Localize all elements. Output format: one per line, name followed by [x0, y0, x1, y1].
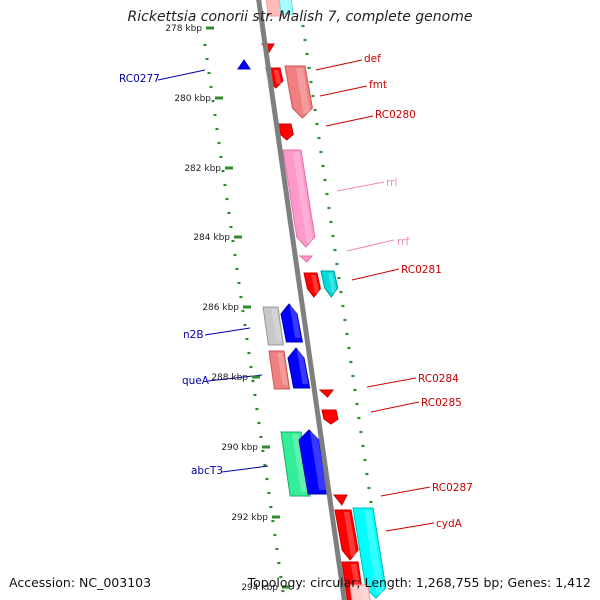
feature-highlight — [296, 68, 311, 114]
kbp-label: 290 kbp — [221, 443, 258, 453]
label-leader-line — [385, 522, 435, 532]
label-leader-line — [370, 401, 420, 413]
gene-label: def — [364, 53, 381, 65]
kbp-label: 288 kbp — [211, 373, 248, 383]
label-leader-line — [157, 69, 206, 81]
gene-feature — [303, 272, 321, 298]
gene-label: RC0280 — [375, 109, 416, 121]
feature-highlight — [343, 512, 357, 556]
feature-highlight — [328, 273, 337, 293]
gene-label: RC0284 — [418, 373, 459, 385]
label-leader-line — [346, 239, 395, 252]
gene-feature — [321, 409, 339, 425]
gene-feature — [262, 306, 284, 346]
gene-label: n2B — [183, 329, 204, 341]
accession-label: Accession: NC_003103 — [9, 575, 152, 590]
gene-feature — [287, 347, 311, 389]
feature-highlight — [289, 306, 301, 338]
kbp-scale: 278 kbp 280 kbp 282 kbp 284 kbp 286 kbp 288 k… — [165, 24, 290, 593]
gene-feature — [278, 0, 294, 15]
kbp-label: 282 kbp — [184, 164, 221, 174]
feature-highlight — [364, 510, 384, 594]
gene-label: RC0287 — [432, 482, 473, 494]
map-title: Rickettsia conorii str. Malish 7, comple… — [127, 9, 473, 25]
kbp-label: 278 kbp — [165, 24, 202, 34]
kbp-label: 284 kbp — [193, 233, 230, 243]
feature-highlight — [310, 432, 327, 490]
gene-label: queA — [182, 375, 210, 387]
label-leader-line — [221, 465, 269, 473]
feature-highlight — [296, 350, 309, 384]
gene-feature — [265, 0, 284, 17]
feature-highlight — [311, 275, 320, 293]
feature-highlight — [273, 70, 282, 84]
gene-feature — [284, 65, 313, 119]
gene-label: abcT3 — [191, 465, 223, 477]
gene-label: RC0285 — [421, 397, 462, 409]
gene-label: cydA — [436, 518, 463, 530]
feature-highlight — [292, 434, 309, 492]
label-leader-line — [366, 377, 417, 388]
label-leader-line — [336, 181, 385, 192]
gene-label: rrl — [386, 177, 397, 189]
gene-feature — [282, 149, 316, 248]
gene-label: rrf — [397, 236, 409, 248]
feature-highlight — [359, 587, 369, 600]
label-leader-line — [204, 327, 251, 336]
feature-highlight — [271, 309, 282, 341]
feature-highlight — [277, 353, 288, 385]
gene-feature — [268, 350, 290, 390]
inner-tick-track — [203, 43, 285, 593]
label-leader-line — [325, 115, 374, 127]
kbp-label: 292 kbp — [231, 513, 268, 523]
gene-feature — [352, 507, 387, 599]
kbp-label: 286 kbp — [202, 303, 239, 313]
topology-summary: Topology: circular; Length: 1,268,755 bp… — [247, 575, 591, 590]
label-leader-line — [315, 59, 363, 71]
gene-label: fmt — [369, 79, 387, 91]
gene-feature — [237, 59, 251, 70]
label-leaders — [157, 59, 435, 532]
gene-feature — [334, 509, 359, 561]
gene-label: RC0281 — [401, 264, 442, 276]
gene-feature — [320, 270, 339, 298]
gene-labels: RC0277 def fmt RC0280 rrl rrf RC0281 n2B queA RC0… — [119, 53, 473, 530]
genome-backbone — [256, 0, 347, 600]
gene-feature — [298, 255, 314, 263]
kbp-label: 280 kbp — [174, 94, 211, 104]
gene-feature — [332, 494, 348, 506]
label-leader-line — [380, 486, 431, 497]
label-leader-line — [319, 85, 368, 97]
label-leader-line — [351, 268, 400, 281]
gene-features — [237, 0, 387, 600]
feature-highlight — [292, 152, 314, 243]
gene-feature — [298, 429, 329, 495]
gene-feature — [280, 303, 304, 343]
gene-label: RC0277 — [119, 73, 160, 85]
gene-feature — [318, 389, 335, 398]
kbp-label: 294 kbp — [241, 583, 278, 593]
gene-feature — [349, 584, 371, 600]
